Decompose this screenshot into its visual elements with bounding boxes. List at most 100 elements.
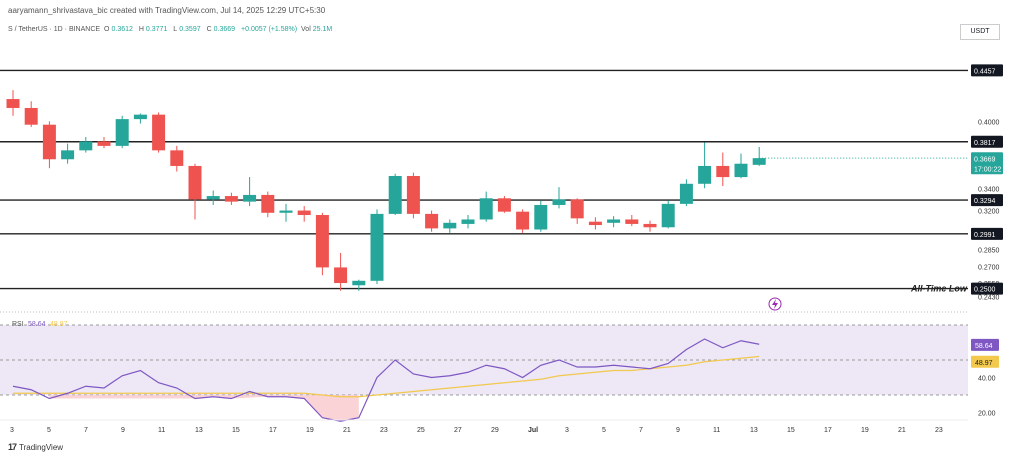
symbol-name[interactable]: S / TetherUS · 1D · BINANCE [8, 26, 101, 33]
rsi-ma-line [13, 355, 760, 398]
time-tick-label: 19 [306, 427, 314, 434]
rsi-ma-value-label: 48.97 [50, 321, 68, 328]
candle-body [42, 124, 56, 160]
time-tick-label: 7 [639, 427, 643, 434]
rsi-line [12, 338, 760, 422]
open-value: 0.3612 [111, 26, 133, 33]
candle-body [643, 223, 657, 228]
time-tick-label: 11 [713, 427, 720, 434]
candle-body [679, 183, 693, 204]
time-tick-label: 3 [10, 427, 14, 434]
vol-label: Vol [301, 26, 311, 33]
close-value: 0.3669 [213, 26, 236, 33]
lightning-bolt-icon [772, 299, 778, 309]
change-value: +0.0057 (+1.58%) [241, 26, 298, 33]
candle-body [479, 198, 493, 220]
time-tick-label: 3 [565, 427, 569, 434]
time-tick-label: 23 [380, 427, 388, 434]
candle-body [425, 213, 439, 229]
open-label: O [104, 26, 110, 33]
candle-body [625, 219, 639, 224]
price-marker-box [971, 227, 1003, 240]
price-marker-label: 0.2500 [974, 287, 996, 294]
candle-body [516, 211, 530, 230]
time-tick-label: 11 [158, 427, 165, 434]
vol-value: 25.1M [312, 26, 333, 33]
time-tick-label: 9 [676, 427, 680, 434]
candle-body [279, 210, 293, 213]
time-tick-label: 25 [417, 427, 425, 434]
time-tick-label: 21 [898, 427, 906, 434]
candle-body [352, 280, 366, 286]
time-tick-label: 23 [935, 427, 943, 434]
time-tick-label: 7 [84, 427, 88, 434]
candle-body [261, 194, 275, 213]
candle-body [370, 213, 384, 281]
price-marker-box [971, 162, 1003, 175]
close-label: C [206, 26, 212, 33]
candle-body [607, 219, 621, 223]
candle-body [24, 107, 38, 125]
time-tick-label: 17 [824, 427, 832, 434]
candle-body [461, 219, 475, 224]
chart-canvas[interactable]: 0.40000.34000.32000.28500.27000.25500.24… [0, 0, 1024, 440]
time-tick-label: 21 [343, 427, 351, 434]
candle-body [534, 204, 548, 230]
candle-body [170, 150, 184, 166]
tradingview-name: TradingView [19, 442, 64, 452]
candle-body [752, 158, 766, 165]
candle-body [552, 199, 566, 205]
candle-body [570, 199, 584, 219]
candle-body [443, 222, 457, 229]
candle-body [152, 114, 166, 151]
price-marker-label: 0.3669 [974, 156, 996, 163]
rsi-marker-label: 58.64 [975, 343, 993, 350]
symbol-info: S / TetherUS · 1D · BINANCE O 0.3612 H 0.3… [8, 26, 336, 33]
candle-body [6, 99, 20, 108]
candle-body [388, 175, 402, 214]
time-tick-label: 17 [269, 427, 277, 434]
rsi-title: RSI [12, 321, 24, 328]
rsi-marker-label: 48.97 [975, 360, 993, 367]
price-tick-label: 0.4000 [978, 119, 1000, 126]
candle-body [497, 198, 511, 212]
time-tick-label: 29 [491, 427, 499, 434]
time-tick-label: 27 [454, 427, 462, 434]
time-tick-label: 5 [602, 427, 606, 434]
candle-body [734, 163, 748, 178]
low-label: L [173, 26, 178, 33]
candle-body [243, 194, 257, 202]
rsi-marker-box [971, 355, 999, 368]
candle-body [61, 150, 75, 160]
currency-selector[interactable]: USDT [960, 24, 1000, 40]
price-tick-label: 0.2850 [978, 248, 1000, 255]
rsi-value-label: 58.64 [28, 321, 46, 328]
all-time-low-annotation: All-Time Low [910, 284, 968, 294]
time-tick-label: 15 [787, 427, 795, 434]
time-tick-label: 15 [232, 427, 240, 434]
candle-body [297, 210, 311, 216]
tradingview-footer: 17 TradingView [8, 442, 63, 452]
rsi-tick-label: 20.00 [978, 411, 996, 418]
price-marker-box [971, 64, 1003, 77]
candle-body [661, 203, 675, 228]
time-tick-label: Jul [528, 427, 538, 434]
low-value: 0.3597 [179, 26, 201, 33]
price-tick-label: 0.3200 [978, 209, 1000, 216]
price-marker-box [971, 282, 1003, 295]
candle-body [406, 175, 420, 214]
time-tick-label: 13 [750, 427, 758, 434]
time-tick-label: 19 [861, 427, 869, 434]
tradingview-logo-icon: 17 [8, 442, 17, 452]
candle-body [115, 119, 129, 146]
candle-body [698, 165, 712, 184]
price-marker-box [971, 152, 1003, 165]
time-tick-label: 5 [47, 427, 51, 434]
rsi-tick-label: 40.00 [978, 376, 996, 383]
price-marker-label: 0.3294 [974, 198, 996, 205]
rsi-marker-box [971, 338, 999, 351]
time-tick-label: 9 [121, 427, 125, 434]
price-marker-label: 0.4457 [974, 68, 996, 75]
candle-body [206, 196, 220, 200]
price-tick-label: 0.3400 [978, 186, 1000, 193]
